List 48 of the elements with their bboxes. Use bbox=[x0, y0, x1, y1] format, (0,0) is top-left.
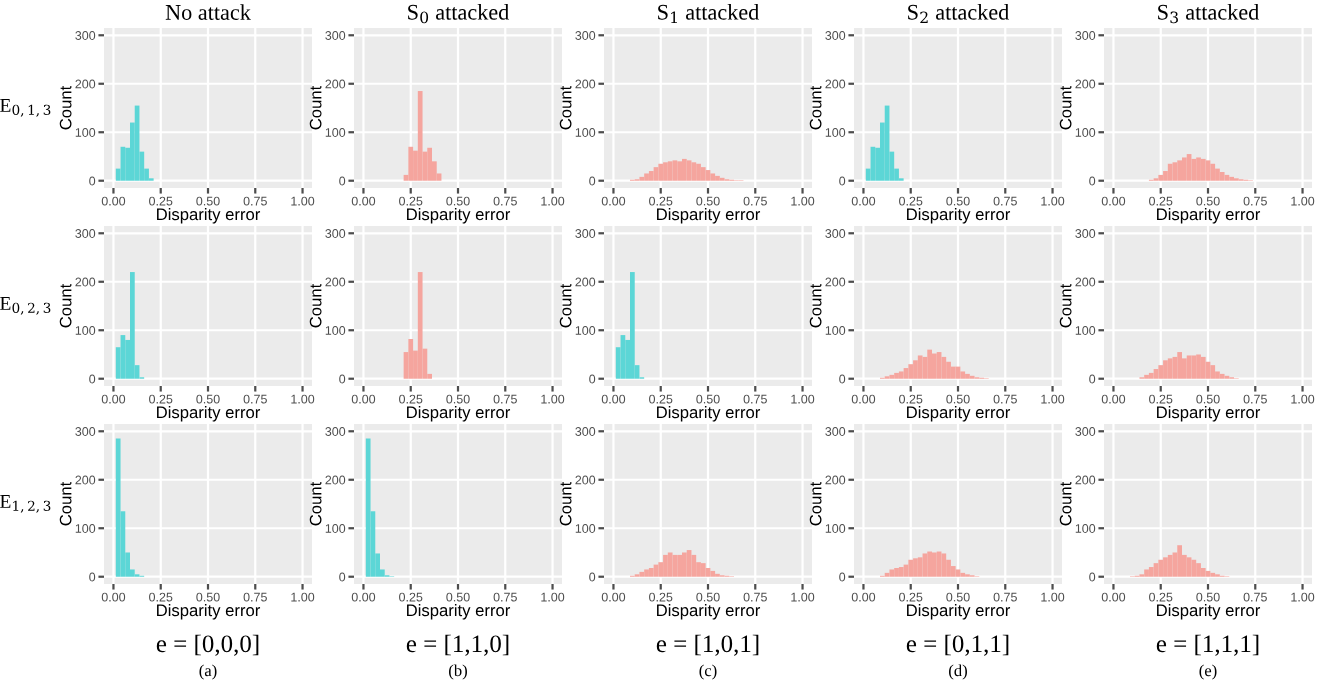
x-axis-title: Disparity error bbox=[1157, 603, 1261, 620]
y-axis-title: Count bbox=[559, 283, 572, 328]
y-axis-title: Count bbox=[809, 283, 822, 328]
text: e = [0,0,0] bbox=[156, 634, 259, 656]
x-axis-title: Disparity error bbox=[407, 405, 511, 422]
x-axis-title: Disparity error bbox=[407, 207, 511, 224]
y-axis-title: Count bbox=[809, 481, 822, 526]
chart-title: S$_{2}$ attacked bbox=[908, 4, 1010, 23]
y-axis-title: Count bbox=[559, 85, 572, 130]
y-axis-title: Count bbox=[809, 85, 822, 130]
y-axis-title: Count bbox=[1059, 481, 1072, 526]
text: e = [1,0,1] bbox=[656, 634, 759, 656]
x-axis-title: Disparity error bbox=[907, 405, 1011, 422]
chart-title: No attack bbox=[165, 4, 251, 20]
text: (b) bbox=[449, 664, 467, 680]
text: e = [1,1,1] bbox=[1156, 634, 1259, 656]
y-axis-title: Count bbox=[309, 85, 322, 130]
x-axis-title: Disparity error bbox=[657, 405, 761, 422]
chart-title: S$_{3}$ attacked bbox=[1158, 4, 1260, 24]
chart-title: S$_{0}$ attacked bbox=[408, 4, 510, 24]
y-axis-title: Count bbox=[309, 283, 322, 328]
text: E$_{0,1,3}$ bbox=[0, 99, 51, 117]
text: (d) bbox=[949, 664, 967, 680]
y-axis-title: Count bbox=[559, 481, 572, 526]
y-axis-title: Count bbox=[309, 481, 322, 526]
text: E$_{0,2,3}$ bbox=[0, 297, 51, 315]
y-axis-title: Count bbox=[59, 85, 72, 130]
y-axis-title: Count bbox=[1059, 283, 1072, 328]
x-axis-title: Disparity error bbox=[657, 603, 761, 620]
x-axis-title: Disparity error bbox=[407, 603, 511, 620]
chart-title: S$_{1}$ attacked bbox=[658, 4, 760, 23]
y-axis-title: Count bbox=[59, 283, 72, 328]
x-axis-title: Disparity error bbox=[907, 207, 1011, 224]
text: E$_{1,2,3}$ bbox=[0, 495, 51, 513]
x-axis-title: Disparity error bbox=[157, 405, 261, 422]
x-axis-title: Disparity error bbox=[907, 603, 1011, 620]
text: e = [1,1,0] bbox=[406, 634, 509, 656]
x-axis-title: Disparity error bbox=[157, 207, 261, 224]
text: (e) bbox=[1199, 664, 1217, 680]
y-axis-title: Count bbox=[59, 481, 72, 526]
x-axis-title: Disparity error bbox=[1157, 405, 1261, 422]
y-axis-title: Count bbox=[1059, 85, 1072, 130]
text: (a) bbox=[199, 664, 217, 680]
x-axis-title: Disparity error bbox=[1157, 207, 1261, 224]
text: e = [0,1,1] bbox=[906, 634, 1009, 656]
x-axis-title: Disparity error bbox=[657, 207, 761, 224]
text: (c) bbox=[699, 664, 717, 680]
x-axis-title: Disparity error bbox=[157, 603, 261, 620]
